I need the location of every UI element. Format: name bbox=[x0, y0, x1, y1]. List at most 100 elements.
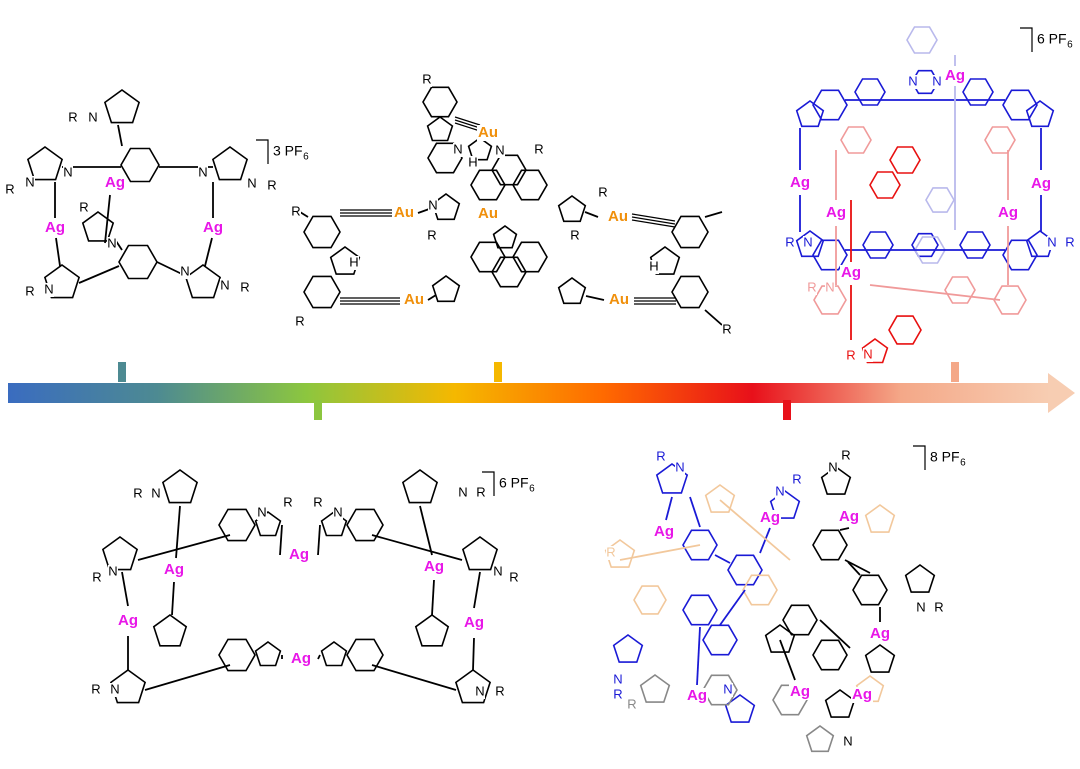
atom-label: N bbox=[247, 175, 256, 190]
metal-bg bbox=[944, 68, 966, 84]
atom-label: N bbox=[428, 197, 437, 212]
metal-bg bbox=[686, 688, 708, 704]
atom-label: R bbox=[934, 599, 943, 614]
bond bbox=[427, 294, 437, 301]
metal-bg bbox=[163, 562, 185, 578]
atom-label: N bbox=[916, 599, 925, 614]
metal-label: Ag bbox=[998, 204, 1018, 221]
five-ring bbox=[461, 536, 499, 571]
triple-bond bbox=[454, 122, 481, 132]
six-ring bbox=[702, 674, 738, 706]
bond bbox=[869, 284, 1001, 301]
atom-label: R bbox=[91, 681, 100, 696]
atom-label: R bbox=[1065, 234, 1074, 249]
bond bbox=[472, 637, 475, 671]
metal-label: Ag bbox=[790, 683, 810, 700]
atom-bg bbox=[675, 461, 685, 475]
atom-bg bbox=[792, 473, 802, 487]
atom-bg bbox=[649, 260, 659, 274]
atom-bg bbox=[427, 229, 437, 243]
atom-bg bbox=[825, 281, 835, 295]
atom-bg bbox=[932, 75, 942, 89]
five-ring bbox=[724, 694, 756, 723]
bond bbox=[473, 571, 481, 609]
metal-label: Ag bbox=[790, 174, 810, 191]
atom-bg bbox=[92, 571, 102, 585]
five-ring bbox=[26, 146, 64, 181]
six-ring bbox=[854, 78, 886, 106]
bond bbox=[279, 524, 283, 556]
atom-label: R bbox=[509, 569, 518, 584]
atom-label: R bbox=[313, 494, 322, 509]
six-ring bbox=[962, 78, 994, 106]
atom-bg bbox=[349, 256, 359, 270]
atom-bg bbox=[1065, 236, 1075, 250]
bond bbox=[117, 124, 123, 147]
triple-bond bbox=[631, 219, 676, 228]
bond bbox=[371, 664, 457, 691]
atom-label: N bbox=[1047, 234, 1056, 249]
five-ring bbox=[904, 564, 936, 593]
metal-label: Au bbox=[609, 291, 629, 308]
bond bbox=[55, 237, 61, 267]
counterion: 6 PF bbox=[499, 475, 529, 491]
metal-bg bbox=[288, 547, 310, 563]
atom-label: N bbox=[908, 73, 917, 88]
arrow-head bbox=[1048, 373, 1075, 413]
arrow-shaft bbox=[8, 383, 1050, 403]
six-ring bbox=[422, 86, 458, 118]
atom-label: R bbox=[627, 696, 636, 711]
atom-bg bbox=[458, 486, 468, 500]
metal-bg bbox=[477, 125, 499, 141]
five-ring bbox=[161, 469, 199, 504]
atom-label: N bbox=[63, 164, 72, 179]
six-ring bbox=[427, 142, 463, 174]
atom-label: H bbox=[649, 258, 658, 273]
five-ring bbox=[109, 669, 147, 704]
counterion-subscript: 6 bbox=[529, 484, 535, 495]
five-ring bbox=[649, 246, 681, 275]
bond bbox=[689, 496, 701, 528]
atom-label: R bbox=[68, 109, 77, 124]
arrow-tick bbox=[783, 400, 791, 420]
atom-bg bbox=[785, 236, 795, 250]
bond bbox=[171, 581, 175, 616]
atom-bg bbox=[453, 143, 463, 157]
metal-bg bbox=[789, 175, 811, 191]
six-ring bbox=[303, 215, 341, 249]
bond bbox=[121, 571, 129, 607]
atom-bg bbox=[240, 281, 250, 295]
metal-bg bbox=[393, 205, 415, 221]
five-ring bbox=[612, 634, 644, 663]
atom-bg bbox=[110, 683, 120, 697]
five-ring bbox=[320, 641, 348, 667]
metal-bg bbox=[403, 292, 425, 308]
six-ring bbox=[925, 187, 955, 213]
metal-label: Ag bbox=[291, 650, 311, 667]
atom-label: R bbox=[427, 227, 436, 242]
five-ring bbox=[805, 725, 835, 753]
atom-bg bbox=[79, 201, 89, 215]
atom-label: R bbox=[570, 227, 579, 242]
six-ring bbox=[727, 554, 763, 586]
atom-label: N bbox=[107, 235, 116, 250]
metal-bg bbox=[477, 206, 499, 222]
atom-bg bbox=[570, 229, 580, 243]
counterion-subscript: 6 bbox=[960, 458, 966, 469]
metal-bg bbox=[290, 651, 312, 667]
atom-label: H bbox=[468, 154, 477, 169]
five-ring bbox=[431, 275, 461, 303]
arrow-tick bbox=[314, 400, 322, 420]
atom-bg bbox=[863, 348, 873, 362]
atom-label: N bbox=[151, 485, 160, 500]
five-ring bbox=[795, 100, 825, 128]
atom-label: N bbox=[828, 459, 837, 474]
bond bbox=[839, 527, 850, 531]
bond bbox=[584, 211, 599, 218]
six-ring bbox=[1002, 239, 1038, 271]
atom-bg bbox=[1047, 236, 1057, 250]
atom-label: R bbox=[534, 141, 543, 156]
bond bbox=[144, 664, 231, 691]
